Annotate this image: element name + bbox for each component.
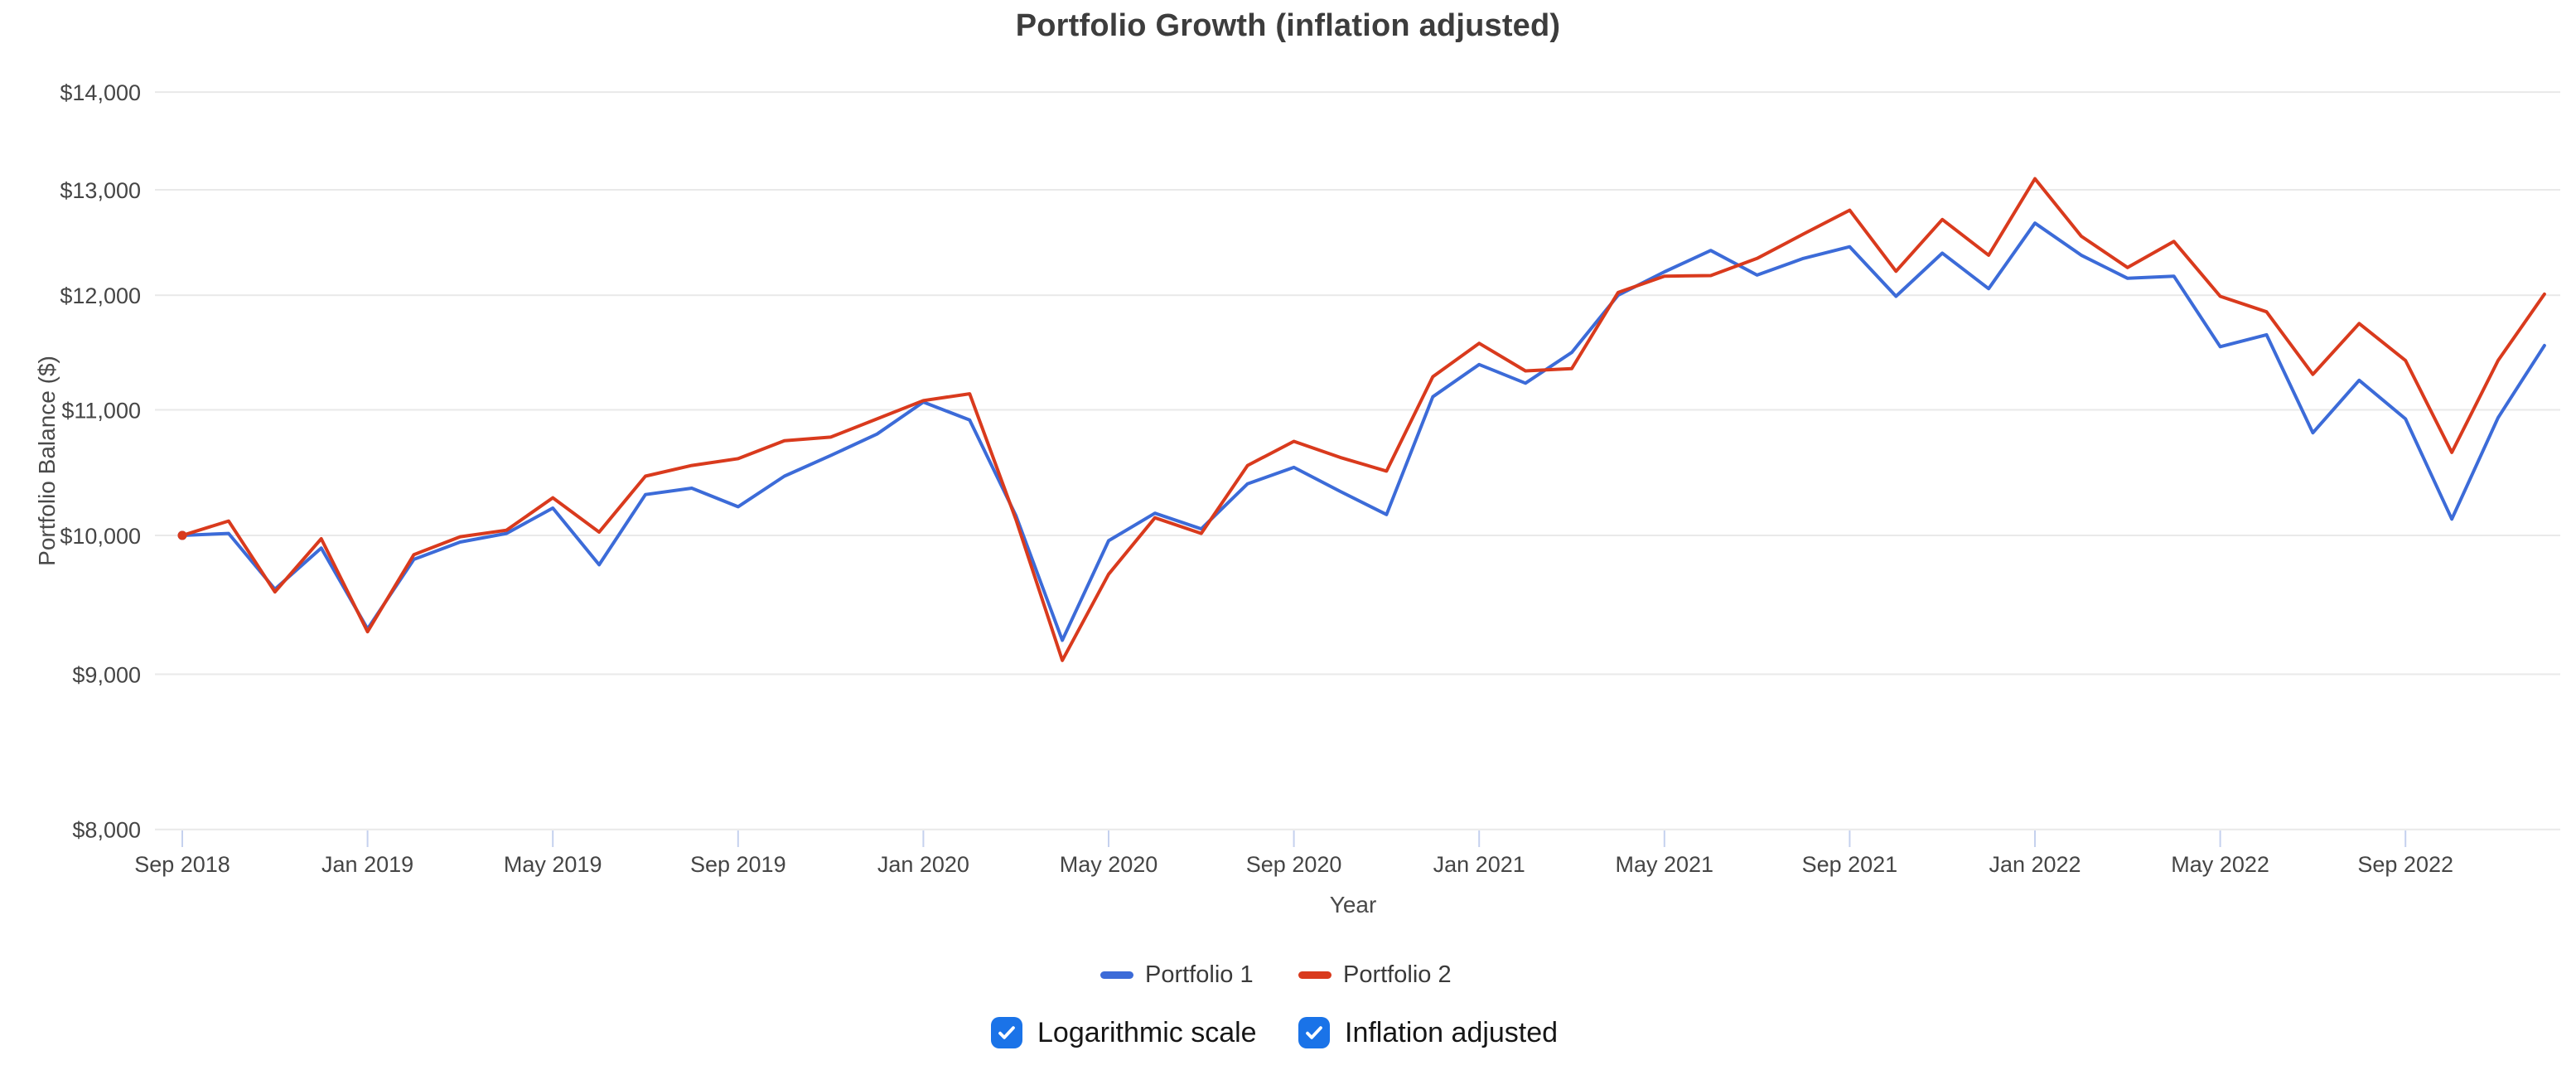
- series-line-portfolio-2: [181, 177, 2546, 662]
- x-axis-title: Year: [1329, 892, 1377, 917]
- x-tick-label: Jan 2019: [321, 852, 413, 877]
- legend-item-portfolio-2: Portfolio 2: [1298, 960, 1452, 990]
- x-tick-label: May 2022: [2171, 852, 2269, 877]
- inflation-adjusted-option[interactable]: Inflation adjusted: [1298, 1016, 1558, 1049]
- logarithmic-scale-label[interactable]: Logarithmic scale: [1037, 1016, 1257, 1048]
- series-line-portfolio-1: [181, 221, 2546, 642]
- y-tick-label: $10,000: [60, 524, 141, 549]
- x-tick-label: Sep 2020: [1246, 852, 1342, 877]
- legend-label-portfolio-1: Portfolio 1: [1145, 961, 1254, 988]
- series-start-dot-portfolio-2: [177, 530, 187, 540]
- y-tick-label: $11,000: [61, 399, 141, 424]
- logarithmic-scale-option[interactable]: Logarithmic scale: [991, 1016, 1257, 1049]
- x-tick-label: May 2019: [504, 852, 602, 877]
- x-tick-label: Sep 2018: [134, 852, 230, 877]
- x-tick-label: May 2021: [1616, 852, 1714, 877]
- x-tick-label: Sep 2019: [690, 852, 786, 877]
- y-tick-label: $8,000: [72, 818, 141, 843]
- inflation-adjusted-checkbox[interactable]: [1298, 1017, 1330, 1048]
- y-tick-label: $14,000: [60, 80, 141, 105]
- checkmark-icon: [1306, 1026, 1322, 1039]
- legend-label-portfolio-2: Portfolio 2: [1343, 961, 1452, 988]
- x-tick-label: May 2020: [1060, 852, 1158, 877]
- chart-title: Portfolio Growth (inflation adjusted): [1015, 8, 1561, 43]
- x-tick-label: Sep 2021: [1802, 852, 1898, 877]
- y-tick-label: $13,000: [60, 178, 141, 203]
- inflation-adjusted-label[interactable]: Inflation adjusted: [1345, 1016, 1559, 1048]
- logarithmic-scale-checkbox[interactable]: [991, 1017, 1022, 1048]
- x-tick-label: Jan 2021: [1433, 852, 1525, 877]
- x-tick-label: Sep 2022: [2357, 852, 2453, 877]
- x-tick-label: Jan 2022: [1989, 852, 2081, 877]
- checkmark-icon: [998, 1026, 1015, 1039]
- x-tick-label: Jan 2020: [877, 852, 969, 877]
- portfolio-1-line-swatch: [1100, 971, 1133, 979]
- y-tick-label: $12,000: [60, 283, 141, 308]
- portfolio-2-line-swatch: [1298, 971, 1331, 979]
- legend-item-portfolio-1: Portfolio 1: [1100, 960, 1254, 990]
- y-tick-label: $9,000: [72, 662, 141, 687]
